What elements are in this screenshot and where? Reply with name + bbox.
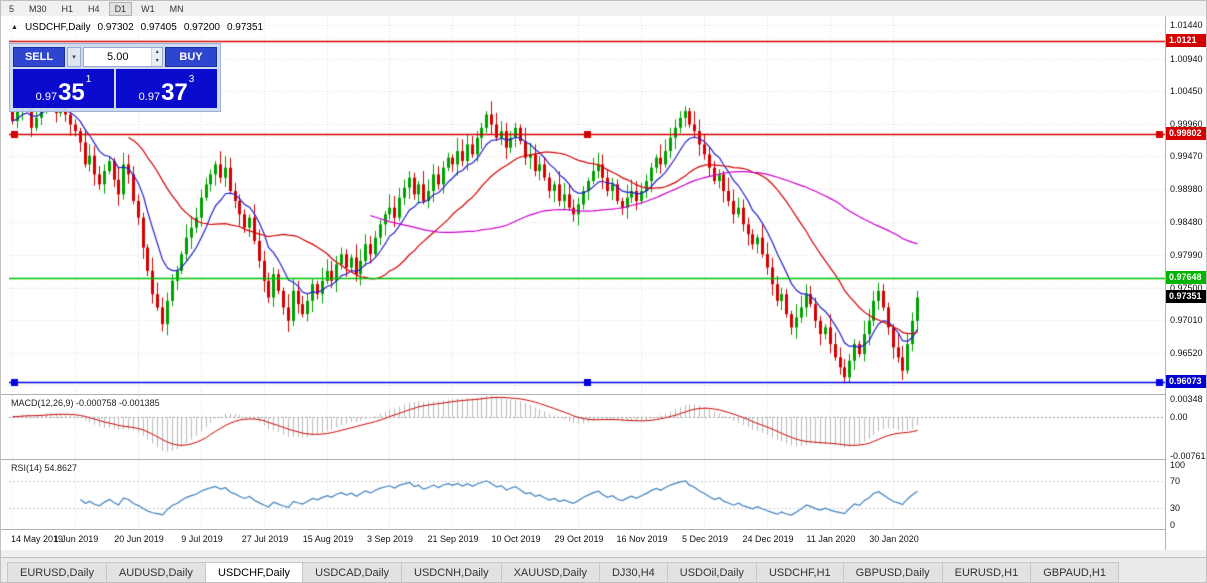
price-axis-tick: 0.99470 xyxy=(1170,151,1203,161)
symbol-marker-icon: ▲ xyxy=(11,24,18,31)
date-label: 30 Jan 2020 xyxy=(869,534,919,544)
date-label: 14 May 2019 xyxy=(10,534,64,544)
rsi-axis-tick: 100 xyxy=(1170,460,1186,470)
price-axis-tag: 0.97648 xyxy=(1166,271,1206,284)
buy-price-box[interactable]: 0.97 37 3 xyxy=(116,69,217,108)
ask-price-main: 37 xyxy=(161,79,188,106)
price-axis-tick: 1.00450 xyxy=(1170,86,1203,96)
chart-tab-usdcnh-daily[interactable]: USDCNH,Daily xyxy=(401,562,502,582)
date-label: 10 Oct 2019 xyxy=(491,534,541,544)
date-label: 29 Oct 2019 xyxy=(554,534,604,544)
chart-tab-dj30-h4[interactable]: DJ30,H4 xyxy=(598,562,668,582)
bid-price-pip: 1 xyxy=(85,74,92,85)
volume-dropdown-button[interactable]: ▾ xyxy=(67,47,81,67)
price-axis-tick: 0.99960 xyxy=(1170,119,1203,129)
chart-tab-usdchf-h1[interactable]: USDCHF,H1 xyxy=(755,562,844,582)
price-axis-tag: 0.97351 xyxy=(1166,290,1206,303)
volume-field: ▴ ▾ xyxy=(83,47,163,67)
macd-label: MACD(12,26,9) -0.000758 -0.001385 xyxy=(11,398,160,408)
chart-tab-xauusd-daily[interactable]: XAUUSD,Daily xyxy=(500,562,600,582)
chart-tab-gbpusd-daily[interactable]: GBPUSD,Daily xyxy=(842,562,943,582)
price-axis-tag: 0.96073 xyxy=(1166,375,1206,388)
price-axis-tick: 0.96520 xyxy=(1170,348,1203,358)
ask-price-pip: 3 xyxy=(188,74,195,85)
timeframe-button-mn[interactable]: MN xyxy=(169,3,184,14)
price-axis-tick: 0.97990 xyxy=(1170,250,1203,260)
price-axis-tick: 0.97500 xyxy=(1170,283,1203,293)
chart-tab-gbpaud-h1[interactable]: GBPAUD,H1 xyxy=(1030,562,1119,582)
chart-tab-eurusd-daily[interactable]: EURUSD,Daily xyxy=(7,562,107,582)
date-label: 21 Sep 2019 xyxy=(427,534,479,544)
ohlc-high-value: 0.97405 xyxy=(140,22,177,33)
timeframe-toolbar: 5 M30 H1 H4 D1 W1 MN xyxy=(1,1,1206,17)
timeframe-button-h1[interactable]: H1 xyxy=(61,3,74,14)
macd-axis-tick: -0.00761 xyxy=(1170,451,1206,461)
price-axis-tick: 1.00940 xyxy=(1170,54,1203,64)
price-axis-tag: 0.99802 xyxy=(1166,127,1206,140)
price-axis-tick: 0.98480 xyxy=(1170,217,1203,227)
ohlc-open-value: 0.97302 xyxy=(97,22,134,33)
date-label: 11 Jan 2020 xyxy=(806,534,856,544)
ohlc-close-value: 0.97351 xyxy=(226,22,264,33)
sell-price-box[interactable]: 0.97 35 1 xyxy=(13,69,114,108)
timeframe-button-m30[interactable]: M30 xyxy=(29,3,47,14)
date-label: 20 Jun 2019 xyxy=(114,534,164,544)
rsi-axis-tick: 70 xyxy=(1170,476,1181,486)
timeframe-button-h4[interactable]: H4 xyxy=(88,3,100,14)
price-axis-tick: 1.01440 xyxy=(1170,20,1203,30)
macd-axis-tick: 0.00348 xyxy=(1170,394,1203,404)
chart-ohlc-header: ▲ USDCHF,Daily 0.97302 0.97405 0.97200 0… xyxy=(11,22,263,33)
chart-symbol-label: USDCHF,Daily xyxy=(24,22,91,33)
date-label: 3 Sep 2019 xyxy=(366,534,414,544)
chart-tab-bar: EURUSD,Daily AUDUSD,Daily USDCHF,Daily USDC… xyxy=(1,557,1206,582)
rsi-axis-tick: 0 xyxy=(1170,520,1176,530)
ask-price-prefix: 0.97 xyxy=(138,91,161,103)
date-label: 27 Jul 2019 xyxy=(241,534,289,544)
date-label: 9 Jul 2019 xyxy=(181,534,223,544)
sell-button[interactable]: SELL xyxy=(13,47,65,67)
chart-area: ▲ USDCHF,Daily 0.97302 0.97405 0.97200 0… xyxy=(1,16,1206,550)
macd-panel-separator[interactable] xyxy=(1,394,1206,395)
date-axis-separator xyxy=(1,529,1206,530)
date-label: 1 Jun 2019 xyxy=(53,534,99,544)
chart-tab-usdoil-daily[interactable]: USDOil,Daily xyxy=(666,562,757,582)
volume-spinner: ▴ ▾ xyxy=(151,48,162,66)
timeframe-button-w1[interactable]: W1 xyxy=(141,3,155,14)
bid-price-prefix: 0.97 xyxy=(35,91,58,103)
macd-axis-tick: 0.00 xyxy=(1170,412,1188,422)
chart-tab-usdcad-daily[interactable]: USDCAD,Daily xyxy=(302,562,403,582)
buy-button[interactable]: BUY xyxy=(165,47,217,67)
volume-input[interactable] xyxy=(84,48,152,66)
bid-price-main: 35 xyxy=(58,79,85,106)
date-label: 15 Aug 2019 xyxy=(302,534,354,544)
rsi-axis-tick: 30 xyxy=(1170,503,1181,513)
price-axis-tag: 1.0121 xyxy=(1166,34,1206,47)
chart-tab-audusd-daily[interactable]: AUDUSD,Daily xyxy=(105,562,206,582)
price-axis-tick: 0.97010 xyxy=(1170,315,1203,325)
ohlc-low-value: 0.97200 xyxy=(183,22,220,33)
date-label: 24 Dec 2019 xyxy=(742,534,794,544)
chevron-down-icon: ▾ xyxy=(72,54,76,61)
chart-tab-eurusd-h1[interactable]: EURUSD,H1 xyxy=(941,562,1032,582)
price-axis-tick: 0.98980 xyxy=(1170,184,1203,194)
chart-tab-usdchf-daily[interactable]: USDCHF,Daily xyxy=(204,562,304,582)
rsi-indicator-canvas[interactable] xyxy=(9,460,1165,529)
rsi-label: RSI(14) 54.8627 xyxy=(11,463,78,473)
rsi-panel-separator[interactable] xyxy=(1,459,1206,460)
timeframe-button-5[interactable]: 5 xyxy=(9,3,15,14)
timeframe-button-d1[interactable]: D1 xyxy=(108,1,133,16)
macd-indicator-canvas[interactable] xyxy=(9,395,1165,459)
one-click-trading-panel: SELL ▾ ▴ ▾ BUY 0.97 35 1 0.9 xyxy=(9,43,221,112)
volume-decrease-button[interactable]: ▾ xyxy=(152,57,162,66)
volume-increase-button[interactable]: ▴ xyxy=(152,48,162,57)
date-label: 5 Dec 2019 xyxy=(681,534,729,544)
date-label: 16 Nov 2019 xyxy=(616,534,668,544)
